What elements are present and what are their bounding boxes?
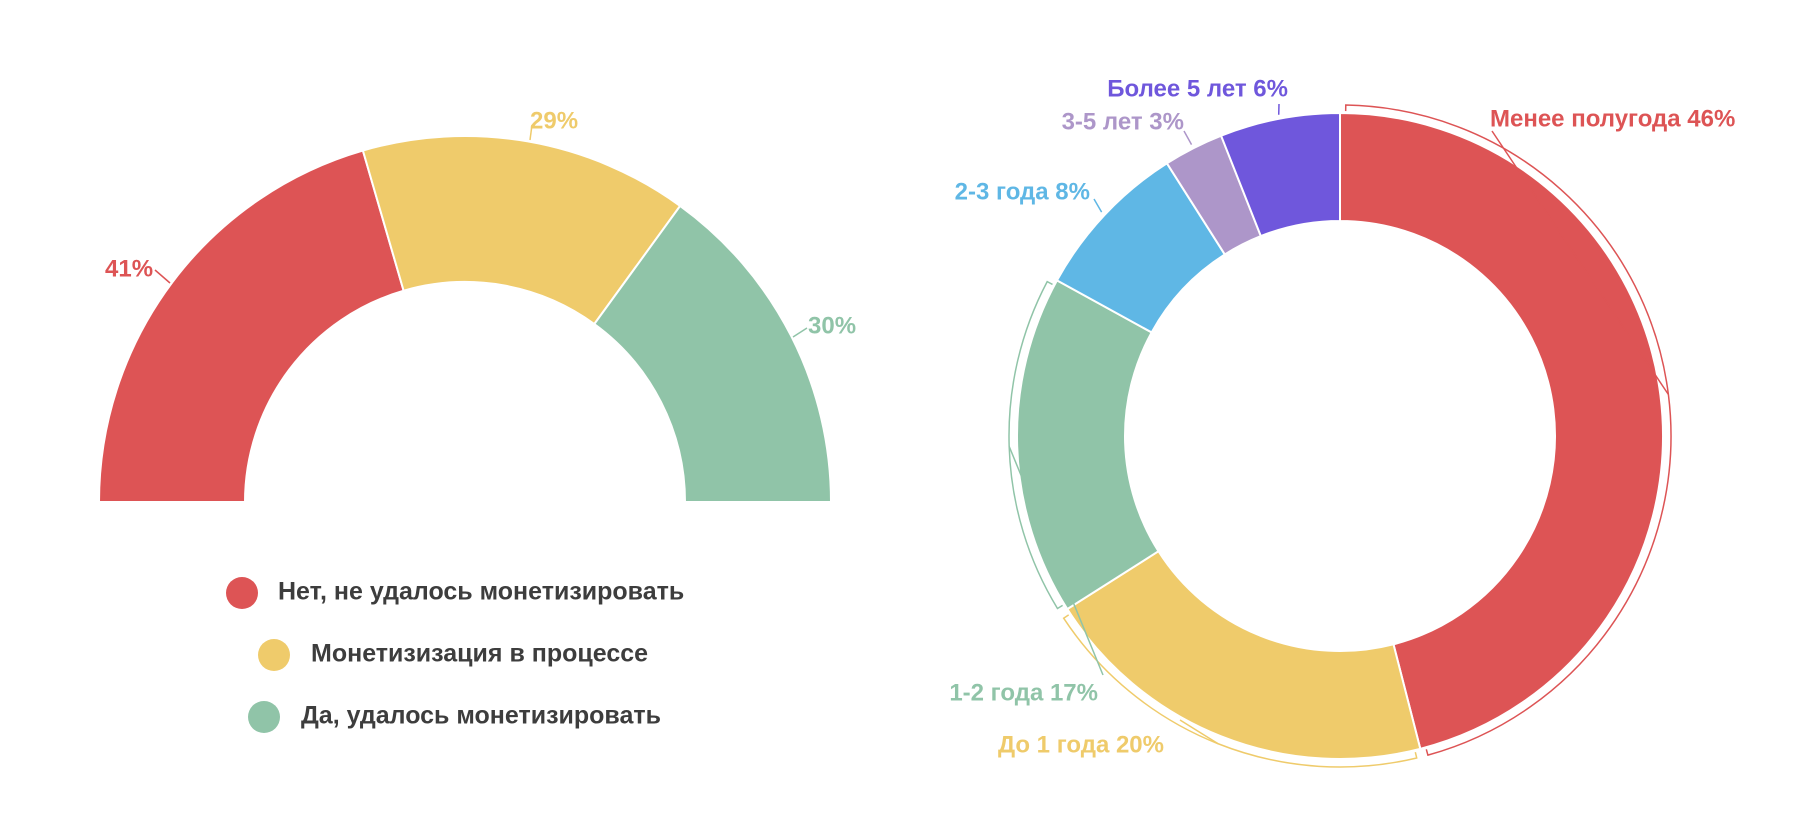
semi-data-label-3: 30% (808, 312, 856, 339)
donut-data-label-3-5-лет: 3-5 лет 3% (1062, 108, 1184, 135)
donut-chart: Менее полугода 46% До 1 года 20% 1-2 года … (949, 75, 1735, 767)
semi-donut-legend: Нет, не удалось монетизировать Монетизиза… (226, 577, 684, 733)
legend-label-3: Да, удалось монетизировать (301, 702, 661, 730)
semi-data-label-2: 29% (530, 107, 578, 134)
donut-slice-1-2-года (1017, 280, 1158, 609)
semi-donut-chart: 41% 29% 30% (99, 107, 856, 502)
legend-label-2: Монетизизация в процессе (311, 640, 648, 668)
legend-marker-2 (258, 639, 290, 671)
donut-slice-до-1-года (1067, 551, 1420, 759)
donut-data-label-более-5-лет: Более 5 лет 6% (1107, 75, 1288, 102)
donut-data-label-2-3-года: 2-3 года 8% (955, 178, 1090, 205)
donut-data-label-до-1-года: До 1 года 20% (998, 731, 1164, 758)
semi-slice-1 (99, 151, 404, 502)
semi-label-connector-3 (793, 328, 807, 337)
legend-label-1: Нет, не удалось монетизировать (278, 578, 684, 606)
donut-label-connector-2-3-года (1094, 199, 1102, 212)
legend-marker-3 (248, 701, 280, 733)
legend-marker-1 (226, 577, 258, 609)
semi-data-label-1: 41% (105, 255, 153, 282)
donut-label-connector-3-5-лет (1184, 131, 1192, 145)
donut-data-label-менее-полугода: Менее полугода 46% (1490, 105, 1735, 132)
donut-data-label-1-2-года: 1-2 года 17% (949, 679, 1098, 706)
semi-label-connector-1 (155, 270, 170, 283)
